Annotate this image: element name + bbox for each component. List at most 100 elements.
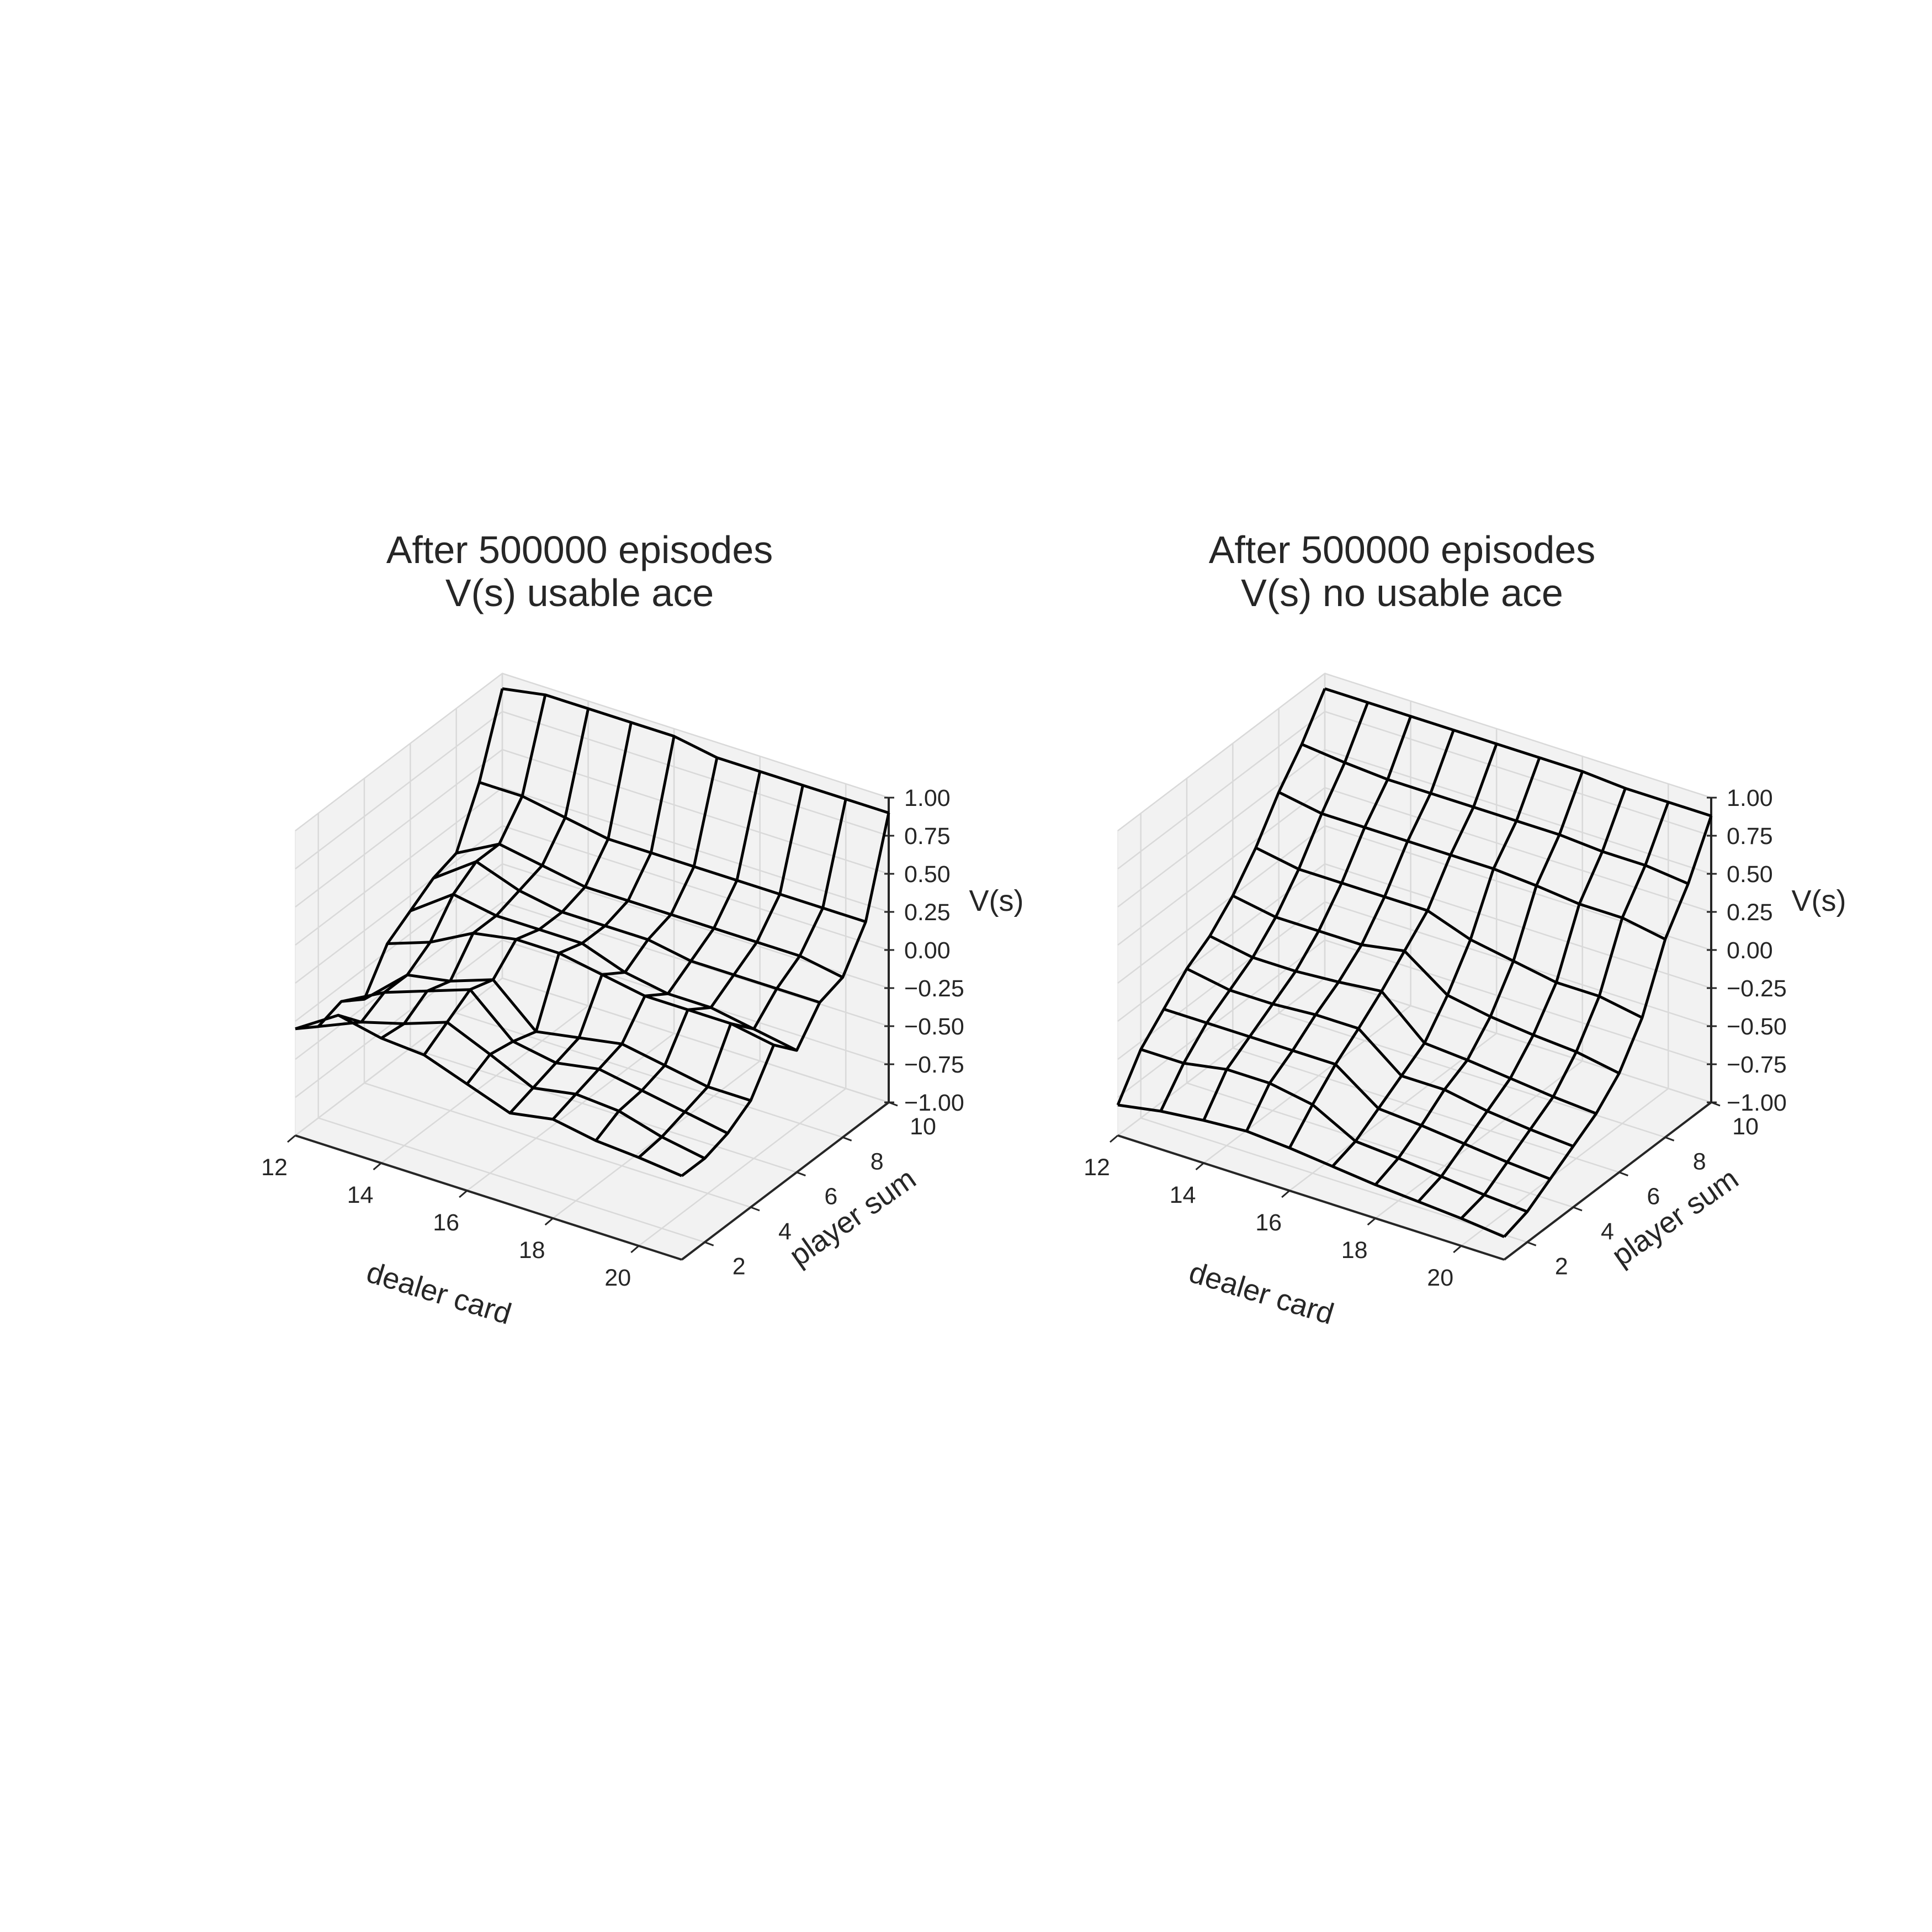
- surface-row-line: [1324, 687, 1712, 818]
- grid-line: [466, 1033, 675, 1191]
- chart-panel-usable-ace: After 500000 episodes V(s) usable ace de…: [261, 528, 1023, 1331]
- surface-row-line: [433, 860, 820, 1004]
- z-tick-label: −0.75: [1727, 1052, 1787, 1078]
- z-tick-label: 0.00: [904, 937, 951, 964]
- z-tick-label: −0.25: [1727, 975, 1787, 1002]
- y-tick-label: 4: [778, 1218, 792, 1245]
- x-axis-label: dealer card: [1185, 1256, 1337, 1331]
- x-axis-line: [295, 1134, 682, 1261]
- y-tick-mark: [796, 1171, 806, 1177]
- surface-column-line: [466, 736, 676, 1085]
- z-axis-label: V(s): [969, 884, 1024, 917]
- surface-column-line: [1159, 702, 1370, 1112]
- y-tick-mark: [750, 1206, 760, 1212]
- surface-row-line: [363, 973, 751, 1102]
- x-tick-mark: [544, 1217, 554, 1226]
- surface-row-line: [1278, 790, 1666, 941]
- surface-column-line: [1503, 815, 1713, 1238]
- y-tick-label: 2: [733, 1253, 746, 1280]
- chart-title-line1: After 500000 episodes: [1209, 528, 1596, 571]
- surface-row-line: [456, 842, 843, 979]
- grid-line: [1324, 710, 1712, 837]
- x-tick-mark: [1453, 1245, 1462, 1254]
- y-tick-label: 10: [1732, 1113, 1759, 1140]
- grid-line: [1203, 1005, 1411, 1164]
- y-tick-label: 4: [1601, 1218, 1614, 1245]
- grid-line: [1461, 1088, 1669, 1246]
- x-tick-mark: [459, 1190, 468, 1198]
- chart-panel-no-usable-ace: After 500000 episodes V(s) no usable ace…: [1084, 528, 1846, 1331]
- grid-line: [1324, 672, 1712, 799]
- surface-row-line: [1140, 1048, 1528, 1213]
- surface-column-line: [1288, 743, 1498, 1149]
- grid-line: [295, 673, 503, 831]
- y-tick-mark: [1573, 1206, 1583, 1212]
- y-tick-label: 10: [910, 1113, 936, 1140]
- x-tick-label: 14: [347, 1182, 374, 1208]
- x-tick-mark: [1281, 1190, 1291, 1198]
- grid-line: [380, 1005, 589, 1164]
- surface-column-line: [681, 813, 890, 1177]
- x-tick-mark: [1110, 1134, 1118, 1143]
- surface-row-line: [318, 1021, 705, 1160]
- x-tick-label: 14: [1170, 1182, 1196, 1208]
- x-tick-label: 16: [433, 1209, 459, 1236]
- z-tick-label: 0.50: [1727, 861, 1773, 888]
- grid-line: [502, 710, 889, 837]
- surface-row-line: [341, 988, 729, 1135]
- grid-line: [456, 1012, 843, 1138]
- surface-column-line: [380, 708, 590, 1039]
- grid-line: [1289, 1033, 1497, 1191]
- grid-line: [295, 940, 503, 1098]
- chart-title-line2: V(s) usable ace: [445, 571, 714, 614]
- grid-line: [1324, 939, 1712, 1065]
- surface-column-line: [509, 757, 719, 1114]
- surface-row-line: [410, 893, 798, 1052]
- grid-line: [502, 672, 889, 799]
- y-tick-label: 6: [1647, 1183, 1660, 1210]
- y-tick-label: 6: [824, 1183, 837, 1210]
- grid-line: [1117, 749, 1325, 907]
- surface-row-line: [479, 781, 867, 923]
- x-tick-label: 12: [261, 1154, 288, 1181]
- z-tick-label: −0.75: [904, 1052, 964, 1078]
- surface-column-line: [295, 688, 504, 1031]
- y-tick-mark: [1665, 1136, 1675, 1142]
- grid-line: [1117, 901, 1325, 1060]
- z-tick-label: 1.00: [1727, 785, 1773, 811]
- y-axis-label: player sum: [1606, 1162, 1744, 1273]
- grid-line: [552, 1060, 761, 1219]
- grid-line: [1186, 1082, 1574, 1208]
- x-tick-label: 20: [1427, 1265, 1453, 1291]
- surface-row-line: [1255, 846, 1643, 1019]
- z-tick-label: 0.75: [904, 823, 951, 850]
- grid-line: [1232, 1047, 1620, 1173]
- z-tick-label: 0.75: [1727, 823, 1773, 850]
- grid-line: [1324, 749, 1712, 875]
- surface-wireframe: [295, 687, 890, 1177]
- grid-line: [295, 749, 503, 907]
- grid-line: [1117, 787, 1325, 946]
- x-tick-label: 12: [1084, 1154, 1110, 1181]
- surface-column-line: [1460, 802, 1670, 1220]
- z-tick-label: −0.50: [1727, 1013, 1787, 1040]
- surface-row-line: [1117, 1103, 1505, 1238]
- x-tick-label: 20: [604, 1265, 631, 1291]
- grid-line: [1117, 673, 1325, 831]
- y-tick-label: 8: [1693, 1148, 1706, 1175]
- x-tick-label: 18: [519, 1237, 545, 1264]
- grid-line: [1374, 1060, 1583, 1219]
- x-axis-line: [1117, 1134, 1505, 1261]
- surface-row-line: [1186, 967, 1574, 1148]
- surface-row-line: [1232, 894, 1620, 1075]
- x-tick-mark: [287, 1134, 296, 1143]
- z-tick-label: −1.00: [1727, 1090, 1787, 1116]
- surface-row-line: [1163, 1007, 1551, 1181]
- z-tick-label: −1.00: [904, 1090, 964, 1116]
- surface-column-line: [423, 722, 633, 1056]
- z-tick-label: 0.25: [904, 899, 951, 926]
- z-tick-label: 0.00: [1727, 937, 1773, 964]
- grid-line: [502, 749, 889, 875]
- y-tick-mark: [1618, 1171, 1628, 1177]
